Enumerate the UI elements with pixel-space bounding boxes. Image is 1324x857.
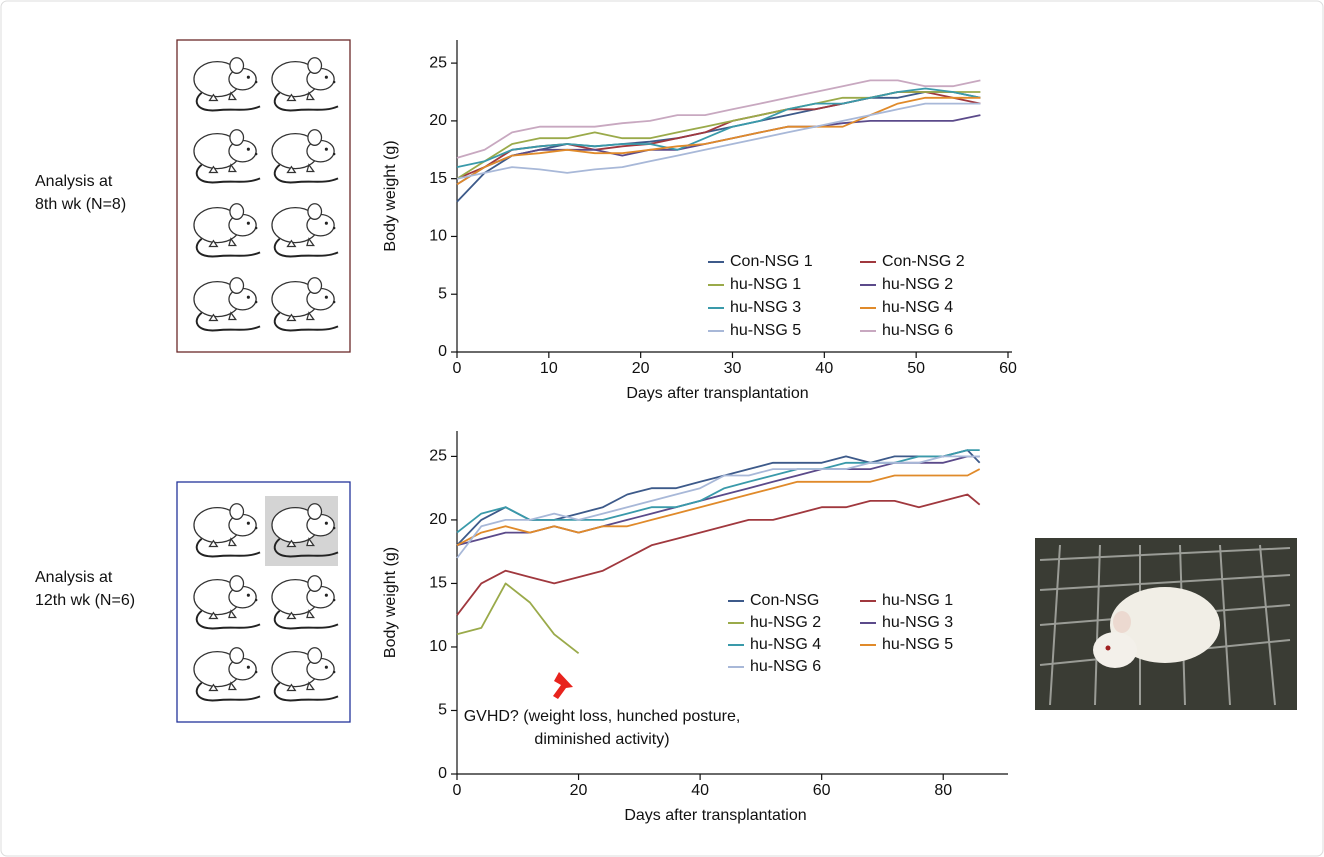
legend-label: hu-NSG 1 [882, 592, 953, 609]
side-label: 12th wk (N=6) [35, 592, 135, 609]
x-tick-label: 20 [570, 782, 588, 799]
y-axis-label: Body weight (g) [382, 140, 399, 251]
x-tick-label: 10 [540, 360, 558, 377]
y-tick-label: 5 [438, 285, 447, 302]
x-tick-label: 20 [632, 360, 650, 377]
mouse-photo [1035, 538, 1297, 710]
series-line [456, 102, 981, 180]
annotation-arrow [553, 672, 573, 699]
y-axis-label: Body weight (g) [382, 547, 399, 658]
series-line [456, 87, 981, 168]
x-axis-label: Days after transplantation [626, 385, 808, 402]
y-tick-label: 15 [429, 170, 447, 187]
legend-label: hu-NSG 5 [730, 322, 801, 339]
x-axis-label: Days after transplantation [624, 807, 806, 824]
y-tick-label: 20 [429, 511, 447, 528]
legend-label: Con-NSG [750, 592, 819, 609]
chart: Analysis at 12th wk (N=6) 0 5 10 15 20 25 0 20 40 6… [35, 431, 1008, 824]
y-tick-label: 0 [438, 765, 447, 782]
x-tick-label: 0 [453, 360, 462, 377]
legend-label: hu-NSG 6 [882, 322, 953, 339]
legend-label: Con-NSG 2 [882, 253, 965, 270]
legend-label: hu-NSG 3 [730, 299, 801, 316]
chart: Analysis at 8th wk (N=8) 0 5 10 15 20 25 0 10 20 30… [35, 40, 1017, 402]
x-tick-label: 0 [453, 782, 462, 799]
legend-label: hu-NSG 3 [882, 614, 953, 631]
legend-label: hu-NSG 4 [882, 299, 953, 316]
y-tick-label: 20 [429, 112, 447, 129]
annotation: GVHD? (weight loss, hunched posture, [464, 708, 741, 725]
y-tick-label: 25 [429, 448, 447, 465]
legend-label: hu-NSG 2 [882, 276, 953, 293]
y-tick-label: 5 [438, 702, 447, 719]
legend-label: Con-NSG 1 [730, 253, 813, 270]
series-line [456, 582, 580, 655]
series-line [456, 455, 980, 559]
side-label: Analysis at [35, 173, 113, 190]
legend-label: hu-NSG 4 [750, 636, 821, 653]
x-tick-label: 60 [813, 782, 831, 799]
legend-label: hu-NSG 1 [730, 276, 801, 293]
legend-label: hu-NSG 2 [750, 614, 821, 631]
annotation: diminished activity) [534, 731, 669, 748]
y-tick-label: 0 [438, 343, 447, 360]
x-tick-label: 80 [934, 782, 952, 799]
series-line [456, 468, 981, 547]
x-tick-label: 50 [907, 360, 925, 377]
y-tick-label: 10 [429, 638, 447, 655]
series-line [456, 449, 980, 534]
side-label: Analysis at [35, 569, 113, 586]
series-line [456, 79, 981, 159]
legend-label: hu-NSG 6 [750, 658, 821, 675]
series-line [456, 96, 981, 186]
x-tick-label: 60 [999, 360, 1017, 377]
series-line [456, 493, 981, 616]
side-label: 8th wk (N=8) [35, 196, 126, 213]
x-tick-label: 40 [691, 782, 709, 799]
legend-label: hu-NSG 5 [882, 636, 953, 653]
x-tick-label: 30 [724, 360, 742, 377]
y-tick-label: 25 [429, 54, 447, 71]
x-tick-label: 40 [815, 360, 833, 377]
series-line [456, 91, 981, 203]
y-tick-label: 10 [429, 228, 447, 245]
charts: Analysis at 8th wk (N=8) 0 5 10 15 20 25 0 10 20 30… [35, 40, 1017, 824]
y-tick-label: 15 [429, 575, 447, 592]
